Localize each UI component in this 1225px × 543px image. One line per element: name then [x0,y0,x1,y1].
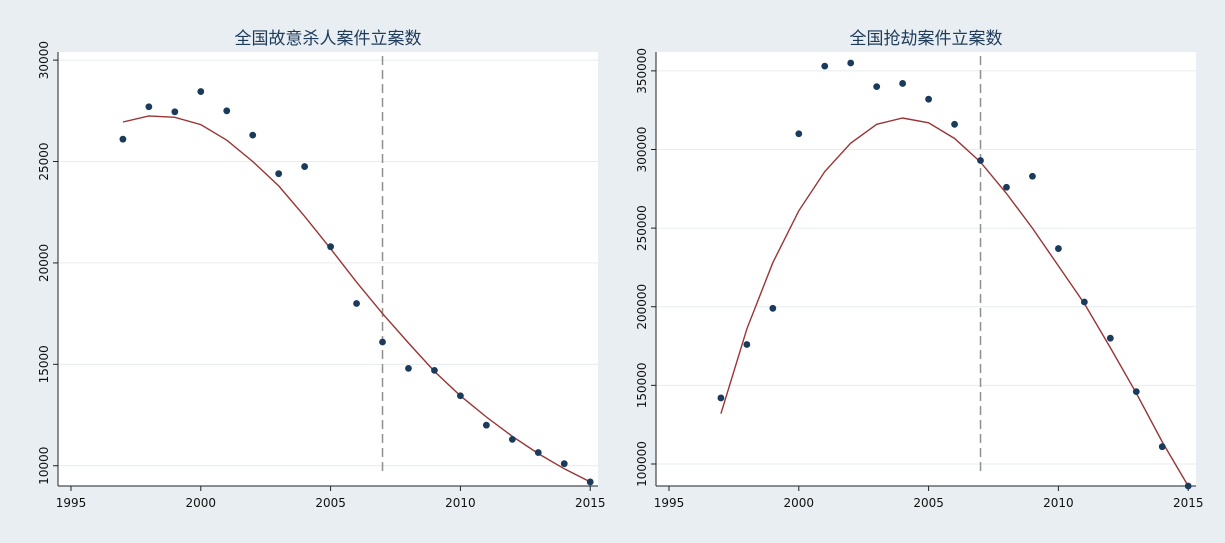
robbery-data-point [1184,482,1192,490]
robbery-y-tick-label: 150000 [635,362,649,408]
robbery-panel: 全国抢劫案件立案数 100000 150000 200000 250000 300000 3… [635,29,1203,510]
robbery-x-tick-label: 2000 [784,496,815,510]
homicide-data-point [405,364,412,372]
robbery-x-tick-label: 2010 [1043,496,1074,510]
homicide-data-point [482,421,490,429]
robbery-data-point [1029,172,1036,180]
homicide-data-point [586,478,594,486]
homicide-y-tick-label: 10000 [37,447,51,485]
robbery-data-point [951,120,958,128]
homicide-data-point [119,135,127,143]
homicide-data-point [145,103,153,111]
robbery-y-tick-label: 300000 [635,127,649,173]
robbery-data-point [1106,334,1114,342]
robbery-chart-title: 全国抢劫案件立案数 [850,29,1003,49]
robbery-data-point [1132,388,1140,396]
homicide-data-point [457,392,464,400]
robbery-data-point [743,341,751,348]
robbery-data-point [847,59,855,67]
homicide-data-point [379,338,386,346]
homicide-x-tick-label: 2005 [315,496,346,510]
homicide-panel: 全国故意杀人案件立案数 10000 15000 20000 25000 30000 1995… [37,29,605,510]
homicide-x-tick-label: 1995 [56,496,87,510]
robbery-x-tick-label: 2015 [1173,496,1204,510]
robbery-data-point [977,157,984,164]
homicide-data-point [171,108,179,116]
homicide-y-tick-label: 25000 [37,142,51,180]
robbery-data-point [1158,443,1166,451]
robbery-data-point [717,394,725,402]
robbery-data-point [873,83,881,90]
homicide-y-tick-label: 15000 [37,345,51,383]
homicide-data-point [275,170,283,178]
robbery-data-point [769,304,777,312]
robbery-plot-area [656,52,1196,486]
robbery-y-tick-label: 250000 [635,205,649,251]
homicide-data-point [301,163,309,170]
robbery-x-tick-label: 1995 [654,496,685,510]
robbery-data-point [1003,183,1010,191]
robbery-y-tick-label: 350000 [635,48,649,94]
homicide-y-tick-label: 20000 [37,244,51,282]
homicide-data-point [223,107,231,115]
homicide-data-point [534,449,542,456]
robbery-data-point [925,95,932,103]
homicide-data-point [249,131,257,139]
robbery-fit-line [720,117,1189,487]
homicide-y-tick-label: 30000 [37,41,51,79]
homicide-plot-area [58,52,598,486]
homicide-chart-title: 全国故意杀人案件立案数 [235,29,422,49]
robbery-x-tick-label: 2005 [913,496,944,510]
homicide-data-point [197,88,205,95]
robbery-data-point [1080,298,1088,306]
robbery-data-point [821,62,829,70]
homicide-x-tick-label: 2000 [186,496,217,510]
robbery-y-tick-label: 200000 [635,284,649,330]
homicide-data-point [431,367,438,374]
homicide-data-point [560,460,568,468]
homicide-data-point [353,300,360,307]
homicide-data-point [508,435,516,443]
homicide-x-tick-label: 2010 [445,496,476,510]
robbery-data-point [899,80,907,87]
homicide-x-tick-label: 2015 [575,496,606,510]
robbery-data-point [1055,245,1062,252]
homicide-data-point [327,243,334,251]
robbery-data-point [795,130,803,138]
robbery-y-tick-label: 100000 [635,441,649,487]
